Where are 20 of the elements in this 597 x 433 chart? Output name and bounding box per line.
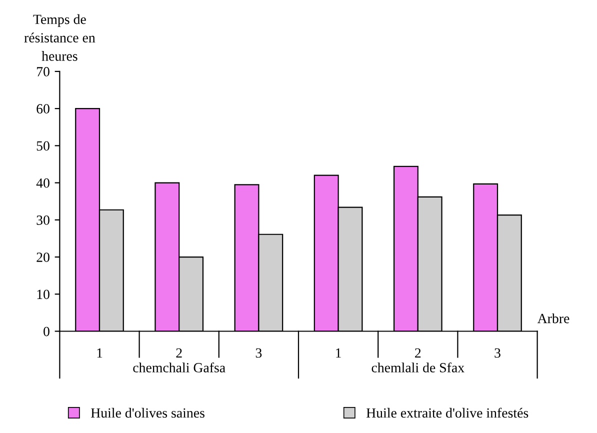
- x-axis-title: Arbre: [537, 313, 570, 324]
- x-tick-label: 3: [494, 348, 500, 358]
- y-tick-label: 70: [37, 67, 50, 76]
- y-tick-label: 20: [36, 252, 50, 262]
- x-tick-label: 2: [415, 348, 421, 358]
- y-axis-title: Temps de résistance en heures: [24, 14, 96, 61]
- y-tick-label: 0: [44, 326, 50, 336]
- y-tick-label: 50: [36, 141, 50, 151]
- x-tick-label: 1: [336, 348, 341, 358]
- y-tick-label: 60: [36, 104, 50, 114]
- legend-label: Huile extraite d'olive infestés: [366, 408, 528, 418]
- y-tick-label: 30: [36, 215, 50, 225]
- text: chemchali Gafsa: [133, 362, 226, 372]
- text: chemlali de Sfax: [372, 362, 464, 372]
- y-tick-label: 40: [36, 178, 50, 188]
- legend-label: Huile d'olives saines: [90, 408, 204, 418]
- x-tick-label: 2: [176, 348, 182, 358]
- x-tick-label: 1: [97, 348, 102, 358]
- y-tick-label: 10: [37, 290, 50, 300]
- x-tick-label: 3: [256, 348, 262, 358]
